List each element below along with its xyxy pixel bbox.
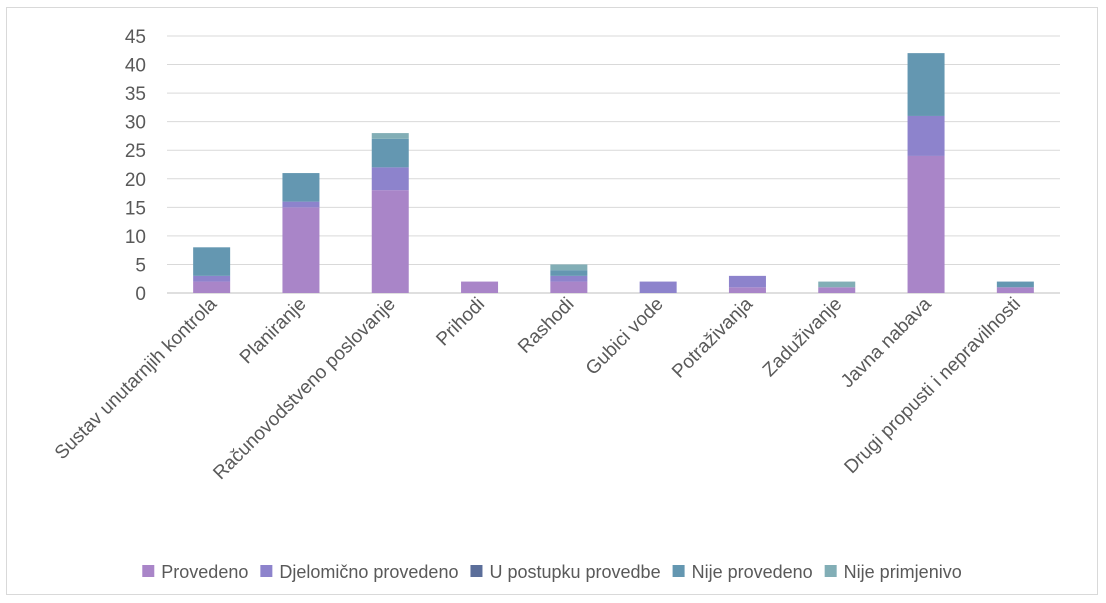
x-category-label: Prihodi [432,294,489,351]
x-category-label: Drugi propusti i nepravilnosti [841,294,1025,478]
bar-segment [728,287,766,293]
x-category-label: Planiranje [236,294,311,369]
legend-item: Nije primjenivo [824,562,962,582]
bar-segment [907,53,945,116]
legend: Provedeno Djelomično provedeno U postupku … [142,562,962,582]
legend-swatch [142,565,155,577]
bar-segment [818,287,856,293]
y-tick-label: 20 [125,170,146,191]
x-category-label: Potraživanja [668,293,757,382]
bar-segment [193,275,231,282]
legend-swatch [260,565,273,577]
y-tick-label: 40 [125,56,146,77]
bars [193,53,1034,293]
legend-label: Nije provedeno [692,562,813,582]
x-category-label: Gubici vode [582,294,668,380]
legend-item: Provedeno [142,562,248,582]
legend-label: Djelomično provedeno [279,562,458,582]
bar-segment [550,275,588,282]
bar-segment [996,281,1034,288]
legend-label: Nije primjenivo [844,562,962,582]
bar-segment [282,173,320,202]
bar-segment [550,281,588,293]
x-category-label: Javna nabava [837,293,936,392]
chart-frame [6,7,1098,595]
bar-segment [728,275,766,288]
y-tick-label: 30 [125,113,146,134]
y-tick-label: 15 [125,198,146,219]
bar-segment [371,167,409,191]
legend-item: U postupku provedbe [470,562,661,582]
bar-segment [818,281,856,288]
bar-segment [193,281,231,293]
y-tick-label: 0 [135,284,146,305]
y-axis: 0 5 10 15 20 25 30 35 40 45 [125,27,146,305]
bar-segment [371,138,409,168]
y-tick-label: 35 [125,84,146,105]
legend-item: Djelomično provedeno [260,562,458,582]
bar-segment [193,247,231,276]
bar-segment [550,264,588,271]
bar-segment [461,281,499,293]
bar-segment [371,190,409,293]
legend-swatch [824,565,837,577]
x-category-label: Sustav unutarnjih kontrola [51,293,221,463]
y-tick-label: 25 [125,141,146,162]
x-category-label: Zaduživanje [759,294,846,381]
bar-segment [996,287,1034,293]
y-tick-label: 10 [125,227,146,248]
bar-segment [907,115,945,156]
bar-segment [371,133,409,139]
y-tick-label: 5 [135,255,146,276]
bar-segment [550,270,588,276]
bar-segment [282,201,320,208]
x-axis: Sustav unutarnjih kontrola PlaniranjeRaču… [51,293,1025,484]
legend-label: U postupku provedbe [489,562,660,582]
legend-swatch [672,565,685,577]
legend-swatch [470,565,483,577]
y-tick-label: 45 [125,27,146,48]
legend-item: Nije provedeno [672,562,813,582]
x-category-label: Rashodi [514,294,578,358]
bar-segment [907,155,945,293]
legend-label: Provedeno [161,562,248,582]
bar-segment [282,207,320,293]
x-category-label: Računovodstveno poslovanje [209,294,399,484]
bar-segment [639,281,677,293]
